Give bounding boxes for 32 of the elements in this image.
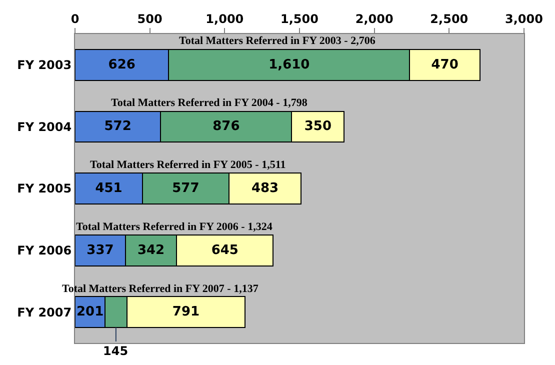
data-label: 451: [95, 181, 122, 196]
x-tick-label: 1,500: [280, 12, 318, 26]
total-label: Total Matters Referred in FY 2006 - 1,324: [76, 221, 273, 233]
data-label: 577: [172, 181, 200, 196]
y-tick-label: FY 2006: [17, 244, 72, 258]
data-label: 337: [86, 242, 114, 258]
data-label: 645: [211, 242, 238, 258]
data-label: 626: [108, 57, 136, 72]
data-label: 342: [137, 242, 165, 258]
x-tick-label: 2,500: [430, 12, 468, 26]
x-tick-label: 3,000: [505, 12, 543, 26]
data-label: 791: [172, 304, 200, 320]
y-tick-label: FY 2003: [17, 58, 72, 72]
data-label: 470: [431, 57, 458, 72]
total-label: Total Matters Referred in FY 2003 - 2,706: [179, 35, 376, 47]
y-tick-label: FY 2007: [17, 305, 72, 320]
data-label: 1,610: [268, 57, 310, 72]
data-label: 350: [304, 119, 332, 134]
data-label: 876: [212, 119, 240, 134]
x-tick-label: 1,000: [206, 12, 244, 26]
total-label: Total Matters Referred in FY 2005 - 1,511: [90, 159, 286, 171]
y-tick-label: FY 2004: [17, 120, 72, 134]
total-label: Total Matters Referred in FY 2007 - 1,137: [62, 283, 259, 295]
x-tick-label: 0: [70, 12, 80, 26]
data-label: 483: [251, 181, 279, 196]
x-tick-label: 500: [137, 12, 162, 26]
total-label: Total Matters Referred in FY 2004 - 1,798: [111, 97, 308, 109]
data-label: 145: [103, 344, 128, 358]
y-tick-label: FY 2005: [17, 182, 72, 196]
data-label: 201: [76, 304, 104, 320]
x-tick-label: 2,000: [355, 12, 394, 26]
data-label: 572: [104, 119, 132, 134]
